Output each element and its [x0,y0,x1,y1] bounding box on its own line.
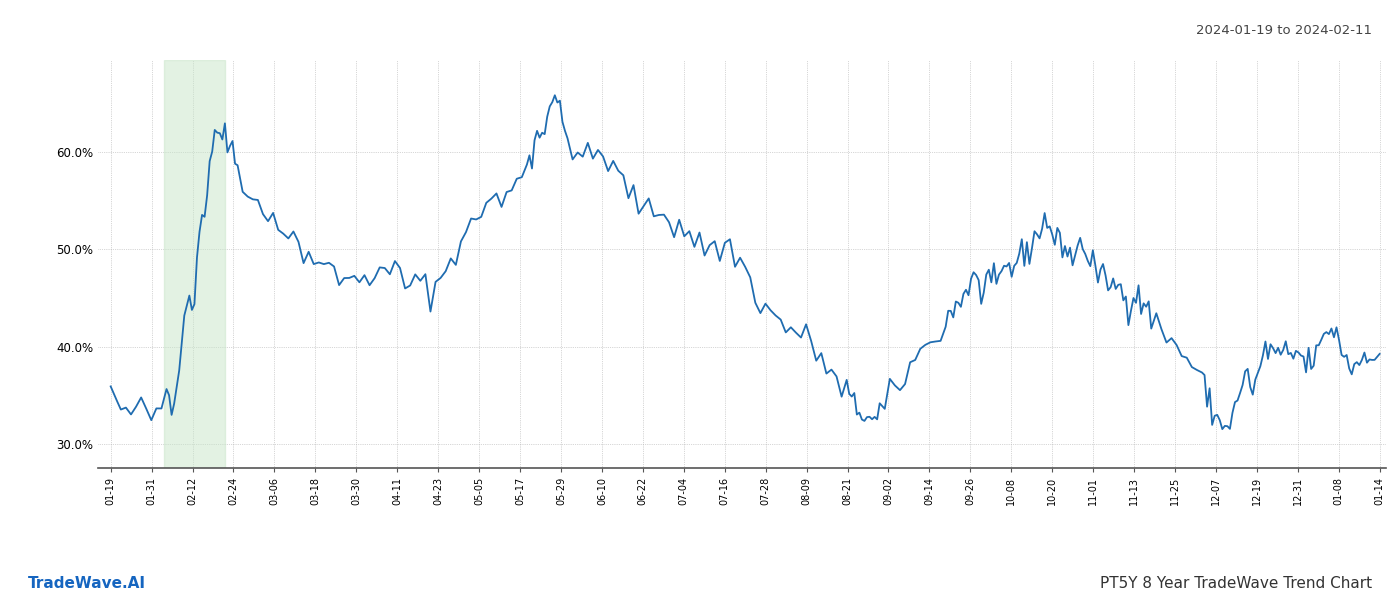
Text: TradeWave.AI: TradeWave.AI [28,576,146,591]
Bar [164,60,225,468]
Text: PT5Y 8 Year TradeWave Trend Chart: PT5Y 8 Year TradeWave Trend Chart [1100,576,1372,591]
Text: 2024-01-19 to 2024-02-11: 2024-01-19 to 2024-02-11 [1196,24,1372,37]
